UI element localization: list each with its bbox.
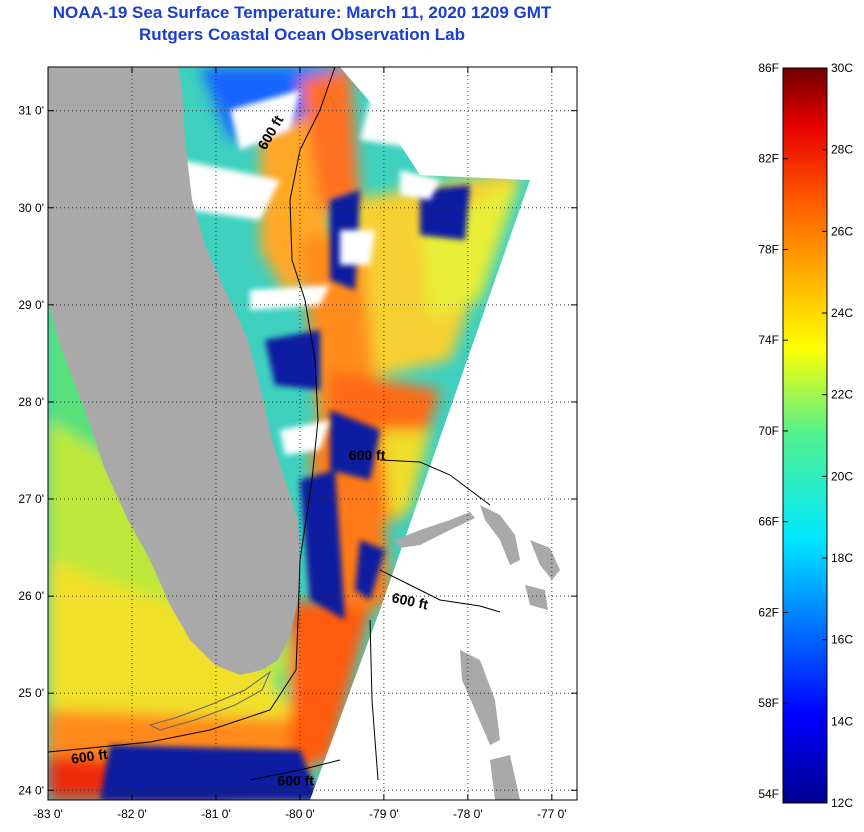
map-frame <box>47 66 578 801</box>
lat-tick-label: 27 0' <box>18 492 44 506</box>
map-subtitle: Rutgers Coastal Ocean Observation Lab <box>139 25 465 44</box>
lat-tick-label: 28 0' <box>18 395 44 409</box>
lat-tick-label: 26 0' <box>18 589 44 603</box>
colorbar-label-f: 70F <box>758 424 779 438</box>
map-grid <box>48 67 577 800</box>
colorbar-label-c: 22C <box>831 388 853 402</box>
map-title: NOAA-19 Sea Surface Temperature: March 1… <box>52 3 552 22</box>
colorbar-label-f: 58F <box>758 696 779 710</box>
isobath-label: 600 ft <box>391 589 430 612</box>
colorbar-label-f: 66F <box>758 515 779 529</box>
colorbar-label-c: 16C <box>831 633 853 647</box>
lon-tick-label: -79 0' <box>369 807 399 821</box>
colorbar-ticks: 30C 28C 26C 24C 22C 20C 18C 16C 14C 12C 86F 82F 78F 7… <box>758 61 853 810</box>
colorbar-label-f: 78F <box>758 242 779 256</box>
colorbar-label-f: 86F <box>758 61 779 75</box>
colorbar-label-c: 28C <box>831 143 853 157</box>
colorbar-label-c: 18C <box>831 551 853 565</box>
colorbar-label-c: 14C <box>831 714 853 728</box>
colorbar-gradient <box>782 67 828 804</box>
grand-bahama <box>395 512 475 548</box>
abaco-island <box>480 505 520 565</box>
isobath-label: 600 ft <box>70 746 109 767</box>
lon-tick-label: -78 0' <box>453 807 483 821</box>
lon-tick-label: -82 0' <box>117 807 147 821</box>
lat-tick-label: 25 0' <box>18 686 44 700</box>
isobath-600ft <box>48 67 501 781</box>
exuma-cays <box>525 585 548 610</box>
colorbar-label-c: 12C <box>831 796 853 810</box>
colorbar-label-c: 30C <box>831 61 853 75</box>
land <box>48 67 560 800</box>
florida-landmass <box>48 67 300 675</box>
map-axes: -83 0' -82 0' -81 0' -80 0' -79 0' -78 0' -77 … <box>18 67 577 821</box>
lat-tick-label: 24 0' <box>18 783 44 797</box>
andros-island <box>460 650 500 745</box>
colorbar-label-c: 26C <box>831 224 853 238</box>
colorbar-label-f: 54F <box>758 787 779 801</box>
colorbar-label-c: 20C <box>831 469 853 483</box>
colorbar-label-f: 74F <box>758 333 779 347</box>
colorbar: 30C 28C 26C 24C 22C 20C 18C 16C 14C 12C 86F 82F 78F 7… <box>758 61 853 810</box>
lat-tick-label: 31 0' <box>18 104 44 118</box>
isobath-label: 600 ft <box>277 772 314 788</box>
lon-tick-label: -80 0' <box>285 807 315 821</box>
lat-tick-label: 30 0' <box>18 201 44 215</box>
lon-tick-label: -77 0' <box>537 807 567 821</box>
isobath-label: 600 ft <box>349 447 386 463</box>
lon-tick-label: -81 0' <box>201 807 231 821</box>
cuba-coast <box>490 755 520 800</box>
lon-tick-label: -83 0' <box>33 807 63 821</box>
lat-tick-label: 29 0' <box>18 298 44 312</box>
colorbar-label-c: 24C <box>831 306 853 320</box>
colorbar-label-f: 62F <box>758 605 779 619</box>
colorbar-label-f: 82F <box>758 152 779 166</box>
eleuthera-island <box>530 540 560 580</box>
florida-keys <box>148 670 272 731</box>
